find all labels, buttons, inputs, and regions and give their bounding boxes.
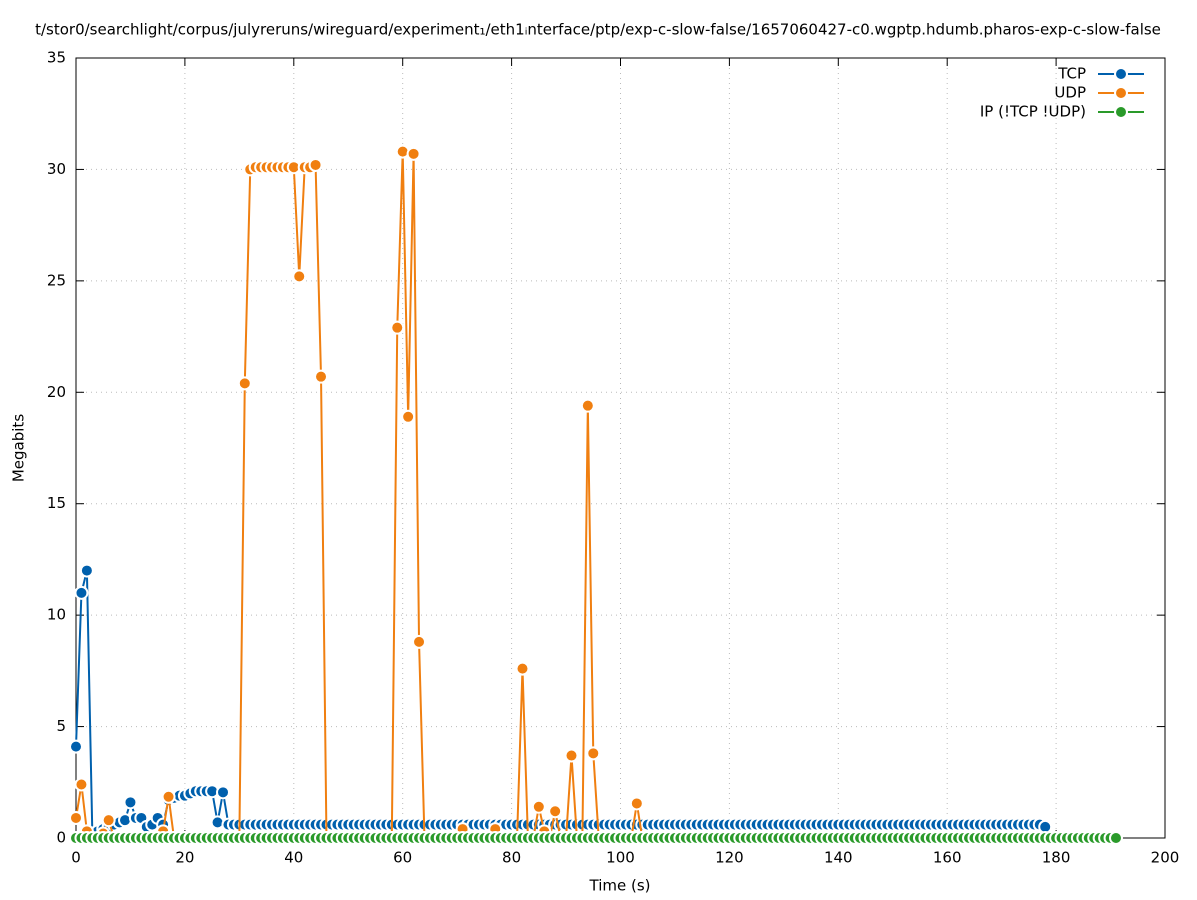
- x-tick-label: 180: [1042, 849, 1071, 867]
- data-point: [515, 661, 530, 676]
- x-tick-label: 80: [502, 849, 521, 867]
- data-point: [69, 810, 83, 825]
- data-point: [237, 376, 252, 391]
- data-point: [101, 813, 116, 828]
- y-tick-label: 10: [47, 606, 66, 624]
- y-tick-label: 20: [47, 383, 66, 401]
- data-point: [401, 409, 416, 424]
- x-tick-label: 140: [824, 849, 853, 867]
- chart-title: t/stor0/searchlight/corpus/julyreruns/wi…: [35, 21, 1161, 39]
- x-tick-label: 20: [175, 849, 194, 867]
- x-tick-label: 100: [606, 849, 635, 867]
- x-tick-label: 60: [393, 849, 412, 867]
- data-point: [216, 785, 231, 800]
- y-tick-label: 35: [47, 49, 66, 67]
- data-point: [69, 739, 83, 754]
- data-point: [531, 799, 546, 814]
- x-tick-label: 0: [71, 849, 81, 867]
- legend-marker: [1114, 67, 1128, 81]
- y-axis-label: Megabits: [10, 414, 28, 482]
- x-tick-label: 120: [715, 849, 744, 867]
- data-point: [74, 777, 89, 792]
- data-point: [564, 748, 579, 763]
- legend-label: IP (!TCP !UDP): [980, 103, 1086, 121]
- data-point: [406, 146, 421, 161]
- y-tick-label: 15: [47, 494, 66, 512]
- x-tick-label: 200: [1151, 849, 1180, 867]
- x-axis-label: Time (s): [589, 877, 651, 895]
- data-point: [161, 789, 176, 804]
- legend-label: UDP: [1054, 84, 1086, 102]
- y-tick-label: 0: [56, 829, 66, 847]
- y-tick-label: 25: [47, 271, 66, 289]
- data-point: [412, 634, 427, 649]
- data-point: [123, 795, 138, 810]
- data-point: [629, 796, 644, 811]
- data-point: [1108, 831, 1123, 845]
- data-point: [74, 585, 89, 600]
- legend-marker: [1114, 105, 1128, 119]
- data-point: [390, 320, 405, 335]
- data-point: [548, 804, 563, 819]
- x-tick-label: 160: [933, 849, 962, 867]
- x-tick-label: 40: [284, 849, 303, 867]
- y-tick-label: 5: [56, 717, 66, 735]
- data-point: [79, 563, 94, 578]
- data-point: [580, 398, 595, 413]
- data-point: [292, 269, 307, 284]
- y-tick-label: 30: [47, 160, 66, 178]
- legend-marker: [1114, 86, 1128, 100]
- data-point: [308, 157, 323, 172]
- data-point: [314, 369, 329, 384]
- legend-label: TCP: [1057, 65, 1086, 83]
- series-line: [75, 151, 675, 841]
- data-point: [586, 746, 601, 761]
